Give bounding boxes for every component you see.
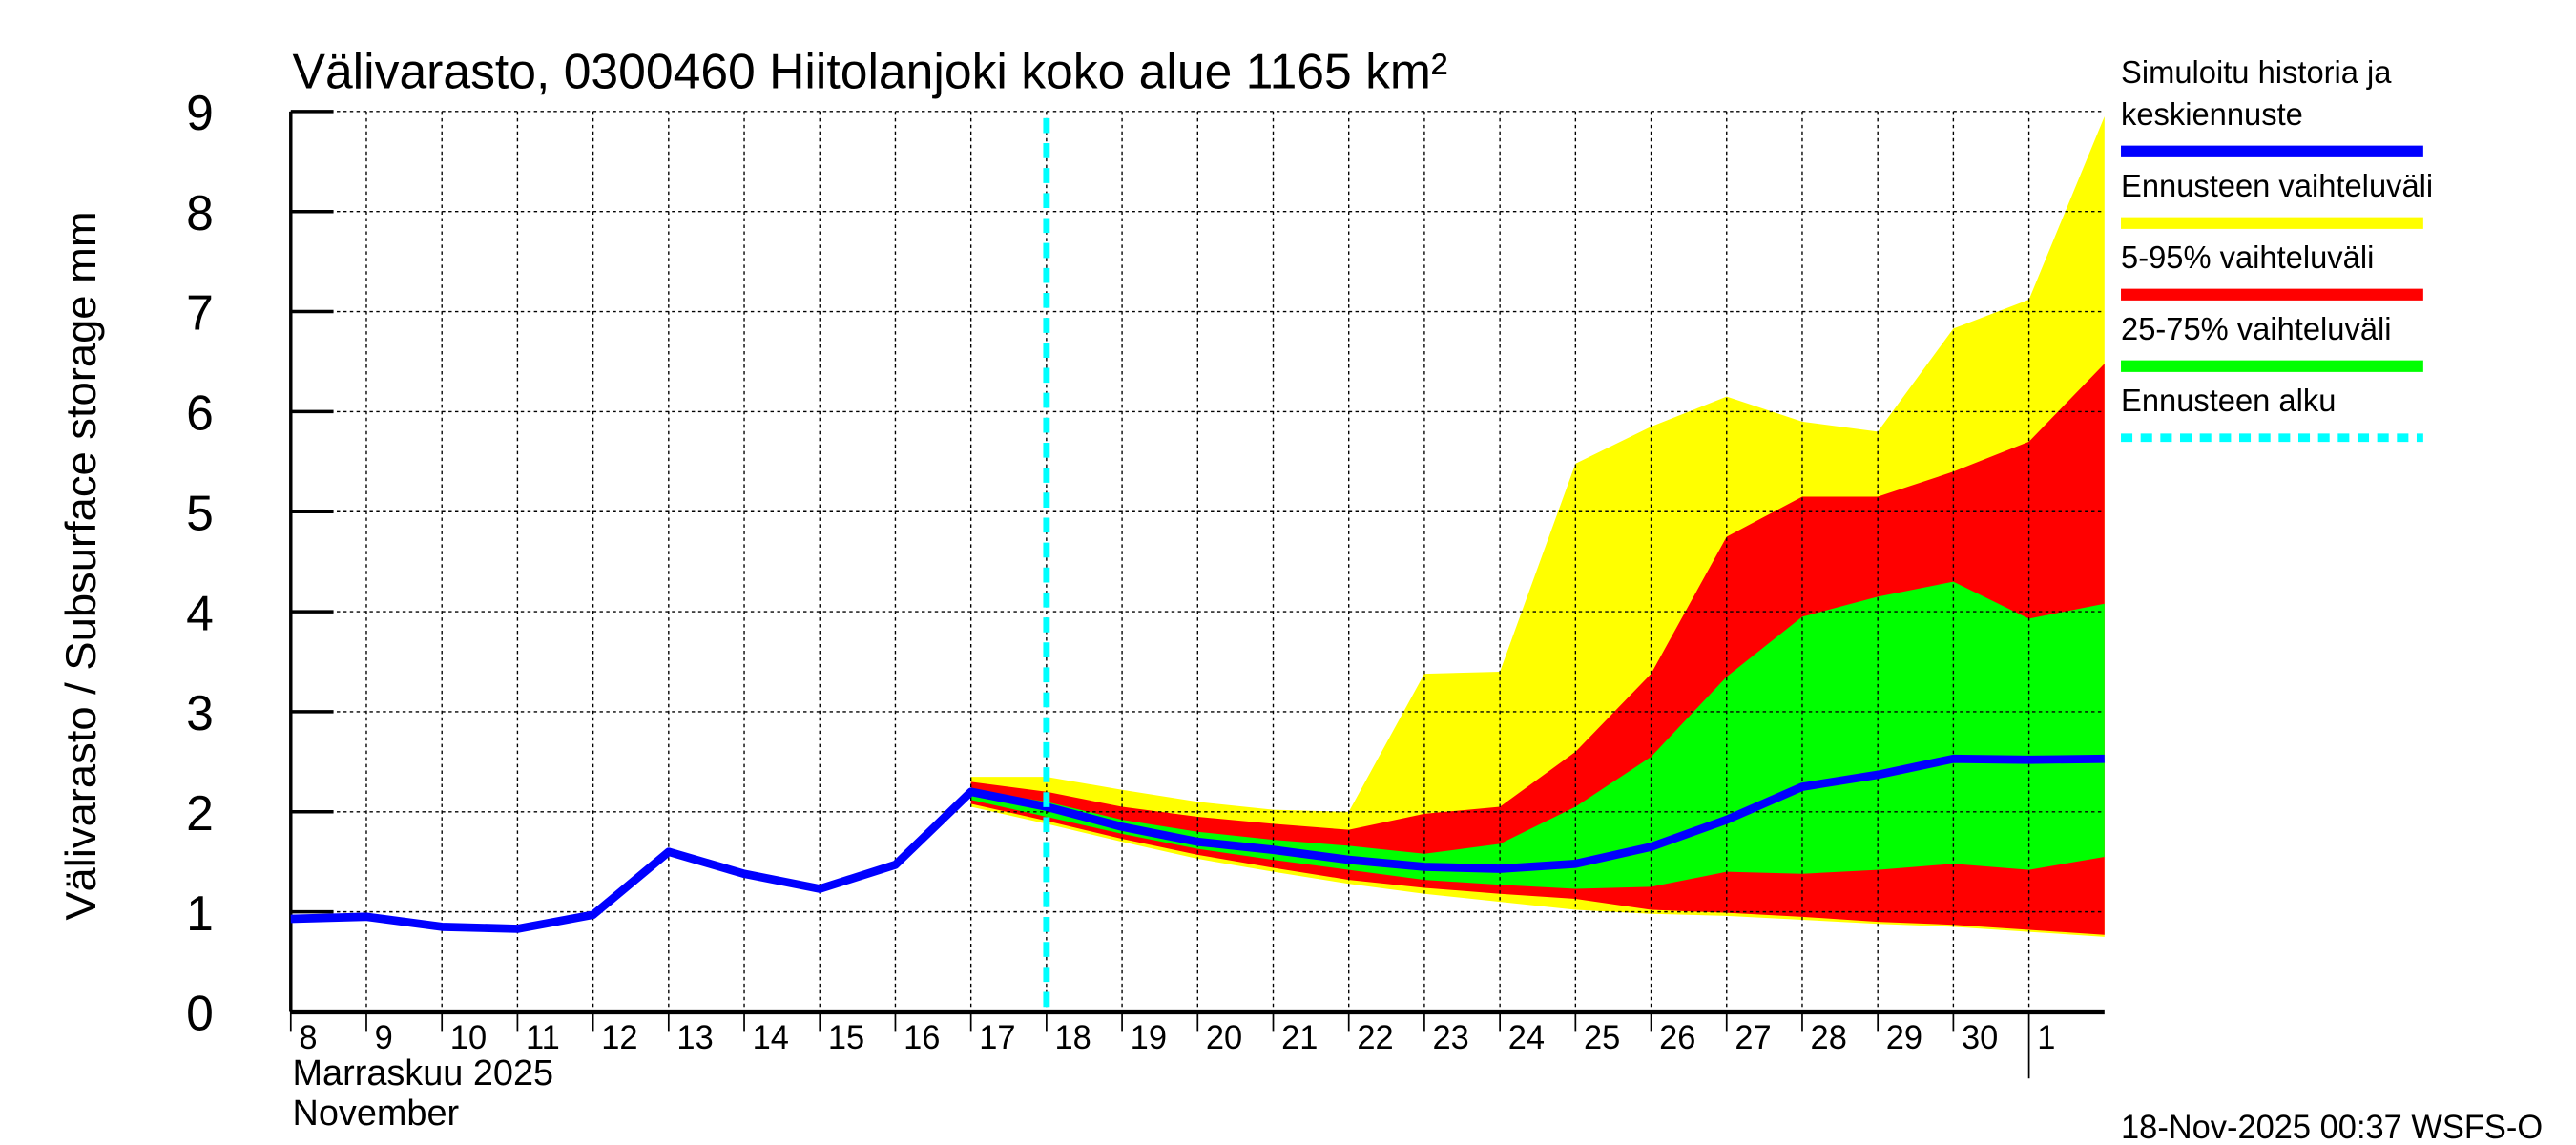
x-tick-label: 15: [828, 1020, 864, 1056]
footer-timestamp: 18-Nov-2025 00:37 WSFS-O: [2121, 1110, 2543, 1145]
legend-label: 5-95% vaihteluväli: [2121, 239, 2374, 275]
x-tick-label: 29: [1886, 1020, 1922, 1056]
legend-label: Ennusteen vaihteluväli: [2121, 168, 2433, 203]
x-tick-label: 25: [1584, 1020, 1620, 1056]
y-tick-label: 1: [186, 886, 214, 942]
median-line: [290, 754, 2105, 933]
x-tick-label: 8: [299, 1020, 317, 1056]
y-tick-label: 7: [186, 285, 214, 341]
y-tick-label: 9: [186, 86, 214, 141]
x-tick-label: 12: [601, 1020, 637, 1056]
y-tick-label: 4: [186, 586, 214, 641]
x-tick-label: 9: [375, 1020, 393, 1056]
x-tick-label: 19: [1131, 1020, 1167, 1056]
chart-title: Välivarasto, 0300460 Hiitolanjoki koko a…: [293, 44, 1448, 99]
x-tick-label: 16: [904, 1020, 940, 1056]
legend-label: keskiennuste: [2121, 96, 2303, 132]
x-tick-label: 23: [1433, 1020, 1469, 1056]
x-tick-label: 26: [1659, 1020, 1695, 1056]
y-axis-label: Välivarasto / Subsurface storage mm: [56, 211, 105, 920]
legend-label: Ennusteen alku: [2121, 383, 2336, 418]
x-tick-label: 1: [2037, 1020, 2055, 1056]
y-tick-label: 3: [186, 686, 214, 741]
x-tick-label: 14: [753, 1020, 789, 1056]
x-tick-label: 18: [1054, 1020, 1091, 1056]
x-tick-label: 20: [1206, 1020, 1242, 1056]
x-tick-label: 24: [1508, 1020, 1545, 1056]
y-tick-label: 6: [186, 385, 214, 441]
x-axis-month-en: November: [293, 1093, 460, 1134]
x-axis-month-fi: Marraskuu 2025: [293, 1052, 554, 1093]
x-tick-label: 17: [979, 1020, 1015, 1056]
x-tick-label: 10: [450, 1020, 487, 1056]
y-tick-label: 2: [186, 786, 214, 842]
y-tick-label: 0: [186, 986, 214, 1041]
x-tick-label: 21: [1281, 1020, 1318, 1056]
legend-label: 25-75% vaihteluväli: [2121, 311, 2392, 346]
x-tick-label: 13: [676, 1020, 713, 1056]
x-tick-label: 11: [526, 1020, 560, 1056]
legend-label: Simuloitu historia ja: [2121, 54, 2392, 90]
x-tick-label: 28: [1811, 1020, 1847, 1056]
x-tick-label: 27: [1735, 1020, 1771, 1056]
y-tick-label: 5: [186, 486, 214, 541]
x-tick-label: 30: [1962, 1020, 1998, 1056]
band-2: [970, 581, 2105, 889]
y-tick-label: 8: [186, 186, 214, 241]
x-tick-label: 22: [1357, 1020, 1393, 1056]
